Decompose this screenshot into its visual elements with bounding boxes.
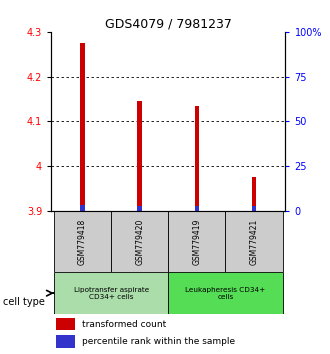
Title: GDS4079 / 7981237: GDS4079 / 7981237 bbox=[105, 18, 232, 31]
Text: transformed count: transformed count bbox=[82, 320, 166, 329]
Bar bbox=[137, 206, 142, 211]
Bar bbox=[137, 101, 142, 211]
Bar bbox=[111, 211, 168, 272]
Text: percentile rank within the sample: percentile rank within the sample bbox=[82, 337, 235, 346]
Text: GSM779421: GSM779421 bbox=[249, 218, 258, 264]
Bar bbox=[54, 211, 111, 272]
Bar bbox=[80, 205, 85, 211]
Text: GSM779420: GSM779420 bbox=[135, 218, 144, 265]
Bar bbox=[168, 211, 225, 272]
Text: Lipotransfer aspirate
CD34+ cells: Lipotransfer aspirate CD34+ cells bbox=[74, 287, 149, 300]
Bar bbox=[252, 206, 256, 211]
Bar bbox=[168, 272, 282, 314]
Text: cell type: cell type bbox=[3, 297, 45, 307]
Bar bbox=[195, 206, 199, 211]
Bar bbox=[56, 335, 75, 348]
Text: GSM779419: GSM779419 bbox=[192, 218, 201, 265]
Bar bbox=[80, 43, 85, 211]
Bar bbox=[195, 105, 199, 211]
Text: GSM779418: GSM779418 bbox=[78, 218, 87, 264]
Bar bbox=[225, 211, 282, 272]
Bar bbox=[56, 318, 75, 331]
Bar bbox=[54, 272, 168, 314]
Bar bbox=[252, 177, 256, 211]
Text: Leukapheresis CD34+
cells: Leukapheresis CD34+ cells bbox=[185, 287, 266, 300]
